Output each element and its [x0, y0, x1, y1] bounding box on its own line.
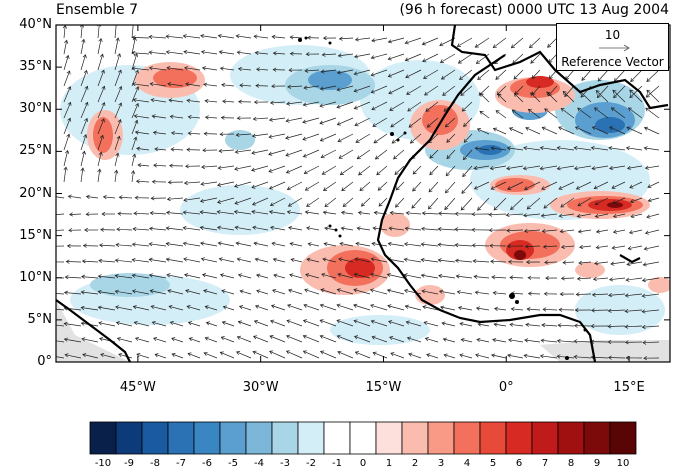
colorbar-swatch	[323, 421, 351, 455]
colorbar-swatch	[505, 421, 533, 455]
lat-label: 40°N	[19, 17, 52, 32]
coastlines	[56, 25, 669, 362]
lat-label: 5°N	[27, 311, 53, 327]
panel-title: Ensemble 7	[56, 2, 139, 18]
colorbar-swatch	[297, 421, 325, 455]
colorbar-label: -9	[124, 458, 134, 469]
colorbar-swatch	[453, 421, 481, 455]
colorbar-swatch	[479, 421, 507, 455]
colorbar-label: 9	[593, 458, 601, 469]
colorbar-swatch	[609, 421, 637, 455]
lat-label: 10°N	[19, 269, 52, 285]
lon-label: 30°W	[242, 380, 279, 395]
colorbar-label: -5	[228, 458, 238, 469]
lat-label: 30°N	[19, 101, 52, 117]
colorbar-label: -4	[254, 458, 264, 469]
lon-label: 15°E	[613, 380, 645, 395]
lat-label: 20°N	[19, 185, 52, 201]
colorbar-swatch	[193, 421, 221, 455]
colorbar-swatch	[219, 421, 247, 455]
lat-label: 35°N	[19, 59, 52, 75]
islands	[298, 36, 587, 360]
colorbar-label: -8	[150, 458, 160, 469]
colorbar-label: 6	[515, 458, 523, 469]
colorbar-swatch	[349, 421, 377, 455]
colorbar-swatch	[531, 421, 559, 455]
colorbar-swatch	[245, 421, 273, 455]
lon-label: 15°W	[365, 380, 402, 395]
lat-label: 25°N	[19, 143, 52, 159]
lat-label: 15°N	[19, 227, 52, 243]
colorbar-label: 1	[385, 458, 393, 469]
reference-vector-value: 10	[604, 28, 621, 42]
reference-arrow-icon	[599, 44, 630, 52]
colorbar-swatch	[271, 421, 299, 455]
colorbar-label: -7	[176, 458, 186, 469]
colorbar-swatch	[375, 421, 403, 455]
reference-vector-legend: 10 Reference Vector	[556, 23, 669, 71]
colorbar-label: -2	[306, 458, 316, 469]
colorbar-swatch	[427, 421, 455, 455]
colorbar-swatch	[115, 421, 143, 455]
colorbar-label: 4	[463, 458, 471, 469]
lon-label: 0°	[498, 380, 514, 395]
colorbar-swatch	[141, 421, 169, 455]
forecast-time-title: (96 h forecast) 0000 UTC 13 Aug 2004	[399, 2, 669, 18]
colorbar-label: -3	[280, 458, 290, 469]
colorbar-swatch	[89, 421, 117, 455]
lat-label: 0°	[37, 354, 52, 369]
colorbar-label: 10	[616, 458, 630, 469]
colorbar-label: 0	[359, 458, 367, 469]
colorbar-label: 2	[411, 458, 419, 469]
reference-vector-label: Reference Vector	[561, 55, 664, 69]
anomaly-field	[56, 25, 670, 362]
colorbar-label: 3	[437, 458, 445, 469]
colorbar-label: 7	[541, 458, 549, 469]
colorbar-swatch	[167, 421, 195, 455]
colorbar-swatch	[401, 421, 429, 455]
lon-label: 45°W	[119, 380, 156, 395]
colorbar-label: -6	[202, 458, 212, 469]
colorbar-label: -1	[332, 458, 342, 469]
colorbar	[89, 421, 637, 455]
colorbar-swatch	[583, 421, 611, 455]
colorbar-swatch	[557, 421, 585, 455]
colorbar-label: -10	[94, 458, 112, 469]
colorbar-label: 5	[489, 458, 497, 469]
colorbar-label: 8	[567, 458, 575, 469]
